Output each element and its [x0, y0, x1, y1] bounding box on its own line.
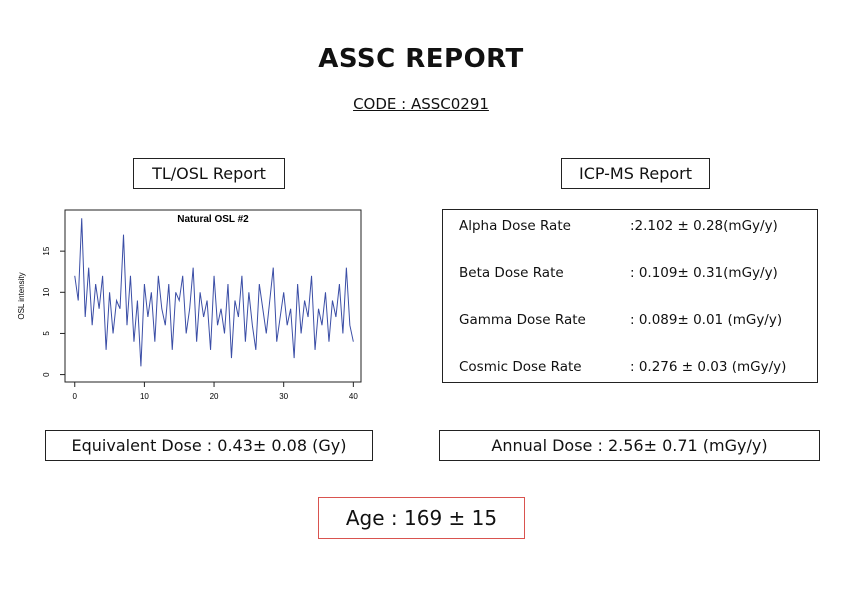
y-tick-label: 0: [42, 372, 51, 377]
y-axis-label: OSL intensity: [17, 272, 26, 319]
osl-line: [74, 218, 354, 367]
section-heading: ICP-MS Report: [561, 158, 710, 189]
annual-dose: Annual Dose : 2.56± 0.71 (mGy/y): [439, 430, 820, 461]
dose-rate-label: Alpha Dose Rate: [459, 218, 571, 234]
x-tick-label: 0: [73, 392, 78, 401]
equivalent-dose: Equivalent Dose : 0.43± 0.08 (Gy): [45, 430, 373, 461]
dose-rate-label: Beta Dose Rate: [459, 265, 564, 281]
dose-rate-value: : 0.276 ± 0.03 (mGy/y): [630, 359, 787, 375]
dose-rate-value: : 0.089± 0.01 (mGy/y): [630, 312, 783, 328]
dose-rate-box: Alpha Dose Rate :2.102 ± 0.28(mGy/y) Beta …: [442, 209, 818, 383]
x-tick-label: 30: [279, 392, 288, 401]
report-code: CODE : ASSC0291: [353, 95, 489, 113]
dose-rate-value: : 0.109± 0.31(mGy/y): [630, 265, 778, 281]
chart-title: Natural OSL #2: [177, 214, 249, 225]
plot-frame: [64, 209, 362, 383]
osl-chart: Natural OSL #2 OSL intensity 0 5 10 15 0 10 20 30…: [17, 209, 362, 401]
report-title: ASSC REPORT: [318, 44, 524, 74]
dose-rate-label: Cosmic Dose Rate: [459, 359, 582, 375]
y-tick-label: 15: [42, 246, 51, 255]
x-tick-label: 40: [349, 392, 358, 401]
x-tick-label: 20: [210, 392, 219, 401]
x-tick-label: 10: [140, 392, 149, 401]
y-tick-label: 5: [42, 331, 51, 336]
dose-rate-label: Gamma Dose Rate: [459, 312, 586, 328]
dose-rate-value: :2.102 ± 0.28(mGy/y): [630, 218, 778, 234]
section-heading: TL/OSL Report: [133, 158, 285, 189]
age-result: Age : 169 ± 15: [318, 497, 525, 539]
y-tick-label: 10: [42, 287, 51, 296]
